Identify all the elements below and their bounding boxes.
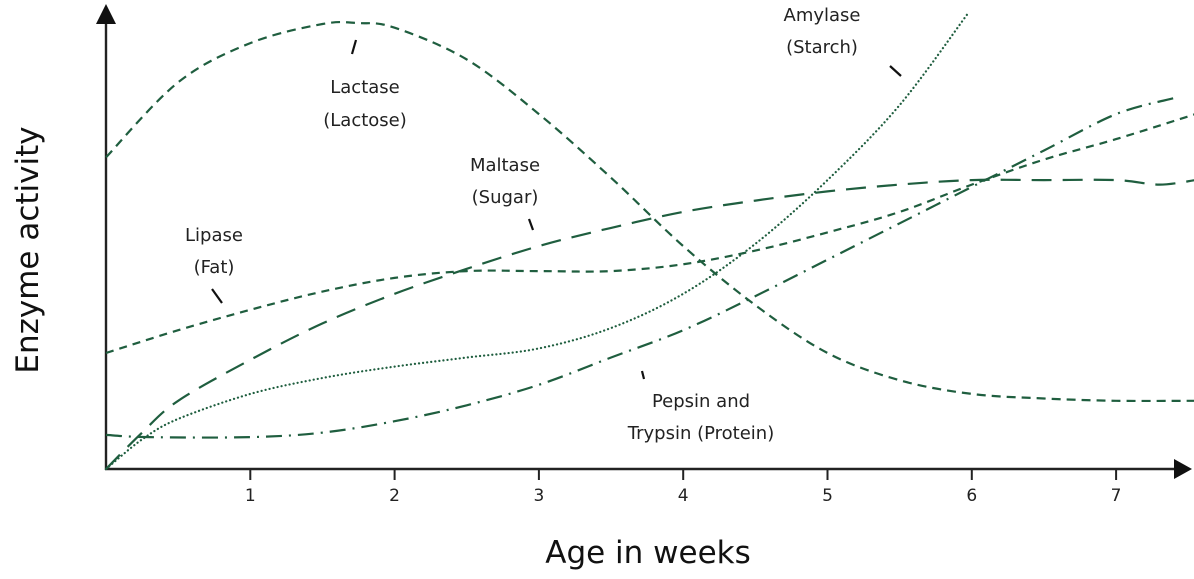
series-layer [104,12,1194,471]
annotation-label-lipase-fat: (Fat) [194,257,235,278]
x-tick-label: 4 [678,486,689,506]
annotation-leader-pepsin-and-trypsin-protein [640,370,646,380]
annotation-leaders [211,39,902,380]
series-line-lipase-fat [105,113,1194,355]
annotation-label-pepsin-and-trypsin-protein: Pepsin and [652,391,750,412]
annotation-label-amylase-starch: Amylase [784,5,861,26]
annotation-leader-lactase-lactose [350,39,358,55]
x-tick-label: 3 [533,486,544,506]
y-axis-title: Enzyme activity [10,126,46,373]
x-axis-arrow-icon [1174,459,1192,479]
annotation-leader-lipase-fat [211,288,223,304]
annotation-leader-amylase-starch [889,65,902,77]
annotation-label-lactase-lactose: (Lactose) [323,110,407,131]
annotation-leader-maltase-sugar [527,218,535,231]
x-axis-title: Age in weeks [545,535,751,571]
annotations: Lactase (Lactose) Lipase (Fat) Maltase (Sugar… [185,5,860,444]
annotation-label-maltase-sugar: Maltase [470,155,540,176]
series-line-lactase-lactose [105,20,1194,403]
annotation-label-maltase-sugar: (Sugar) [472,187,539,208]
x-tick-label: 5 [822,486,833,506]
series-line-pepsin-and-trypsin-protein [105,97,1175,439]
axes [96,4,1192,479]
y-axis-arrow-icon [96,4,116,24]
annotation-label-amylase-starch: (Starch) [786,37,858,58]
series-line-amylase-starch [104,12,969,471]
annotation-label-pepsin-and-trypsin-protein: Trypsin (Protein) [627,423,774,444]
x-tick-label: 7 [1111,486,1122,506]
x-tick-label: 2 [389,486,400,506]
x-tick-label: 6 [966,486,977,506]
x-tick-label: 1 [245,486,256,506]
series-line-maltase-sugar [105,178,1194,470]
annotation-label-lipase-fat: Lipase [185,225,243,246]
x-ticks: 1 2 3 4 5 6 7 [245,469,1122,506]
annotation-label-lactase-lactose: Lactase [330,77,400,98]
